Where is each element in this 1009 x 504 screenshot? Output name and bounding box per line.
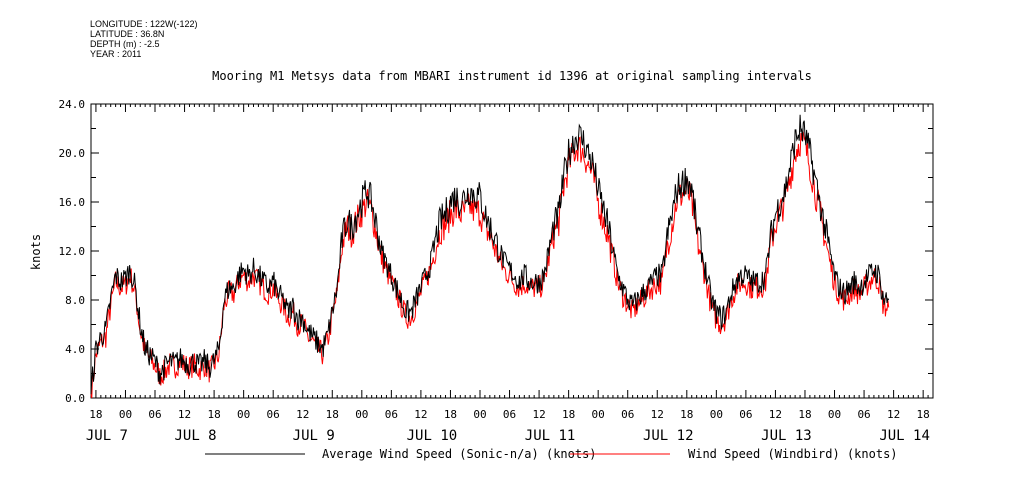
x-tick-label: 00 xyxy=(828,408,841,421)
x-day-label: JUL 12 xyxy=(643,428,694,444)
x-tick-label: 06 xyxy=(857,408,870,421)
x-tick-label: 00 xyxy=(710,408,723,421)
x-tick-label: 00 xyxy=(473,408,486,421)
x-tick-label: 18 xyxy=(207,408,220,421)
x-tick-label: 12 xyxy=(887,408,900,421)
depth-label: DEPTH (m) : -2.5 xyxy=(90,39,160,49)
legend-label-windbird: Wind Speed (Windbird) (knots) xyxy=(688,447,898,461)
y-tick-label: 8.0 xyxy=(65,294,85,307)
legend-label-average: Average Wind Speed (Sonic-n/a) (knots) xyxy=(322,447,597,461)
x-tick-label: 18 xyxy=(326,408,339,421)
longitude-label: LONGITUDE : 122W(-122) xyxy=(90,19,198,29)
x-tick-label: 12 xyxy=(769,408,782,421)
y-tick-label: 24.0 xyxy=(59,98,86,111)
x-tick-label: 12 xyxy=(296,408,309,421)
series-line-1 xyxy=(90,131,890,399)
y-tick-label: 12.0 xyxy=(59,245,86,258)
x-day-label: JUL 8 xyxy=(174,428,216,444)
x-day-label: JUL 7 xyxy=(86,428,128,444)
x-tick-label: 18 xyxy=(562,408,575,421)
x-tick-label: 00 xyxy=(355,408,368,421)
x-day-label: JUL 14 xyxy=(879,428,930,444)
series-line-0 xyxy=(90,114,890,392)
x-tick-label: 12 xyxy=(651,408,664,421)
x-tick-label: 18 xyxy=(798,408,811,421)
x-tick-label: 06 xyxy=(148,408,161,421)
chart-legend: Average Wind Speed (Sonic-n/a) (knots) Wi… xyxy=(205,447,898,461)
x-tick-label: 18 xyxy=(917,408,930,421)
x-day-label: JUL 10 xyxy=(407,428,458,444)
latitude-label: LATITUDE : 36.8N xyxy=(90,29,165,39)
x-tick-label: 00 xyxy=(119,408,132,421)
x-tick-label: 18 xyxy=(89,408,102,421)
year-label: YEAR : 2011 xyxy=(90,49,142,59)
y-tick-label: 20.0 xyxy=(59,147,86,160)
metadata-block: LONGITUDE : 122W(-122) LATITUDE : 36.8N … xyxy=(90,19,198,59)
x-tick-label: 18 xyxy=(680,408,693,421)
x-day-label: JUL 11 xyxy=(525,428,576,444)
x-tick-label: 18 xyxy=(444,408,457,421)
chart-title: Mooring M1 Metsys data from MBARI instru… xyxy=(212,69,812,83)
x-tick-label: 00 xyxy=(592,408,605,421)
y-tick-label: 16.0 xyxy=(59,196,86,209)
x-tick-label: 12 xyxy=(532,408,545,421)
x-tick-label: 12 xyxy=(414,408,427,421)
y-tick-label: 4.0 xyxy=(65,343,85,356)
chart-axes: 0.0 4.0 8.0 12.0 16.0 20.0 24.0 18 00 06 12 18 00 06 1… xyxy=(59,98,934,444)
x-tick-label: 00 xyxy=(237,408,250,421)
x-day-label: JUL 9 xyxy=(293,428,335,444)
x-tick-label: 06 xyxy=(621,408,634,421)
x-tick-label: 06 xyxy=(267,408,280,421)
x-tick-label: 12 xyxy=(178,408,191,421)
x-tick-label: 06 xyxy=(503,408,516,421)
x-day-label: JUL 13 xyxy=(761,428,812,444)
x-tick-label: 06 xyxy=(739,408,752,421)
chart-series-lines xyxy=(90,114,890,399)
x-tick-label: 06 xyxy=(385,408,398,421)
y-axis-label: knots xyxy=(29,234,43,270)
y-tick-label: 0.0 xyxy=(65,392,85,405)
